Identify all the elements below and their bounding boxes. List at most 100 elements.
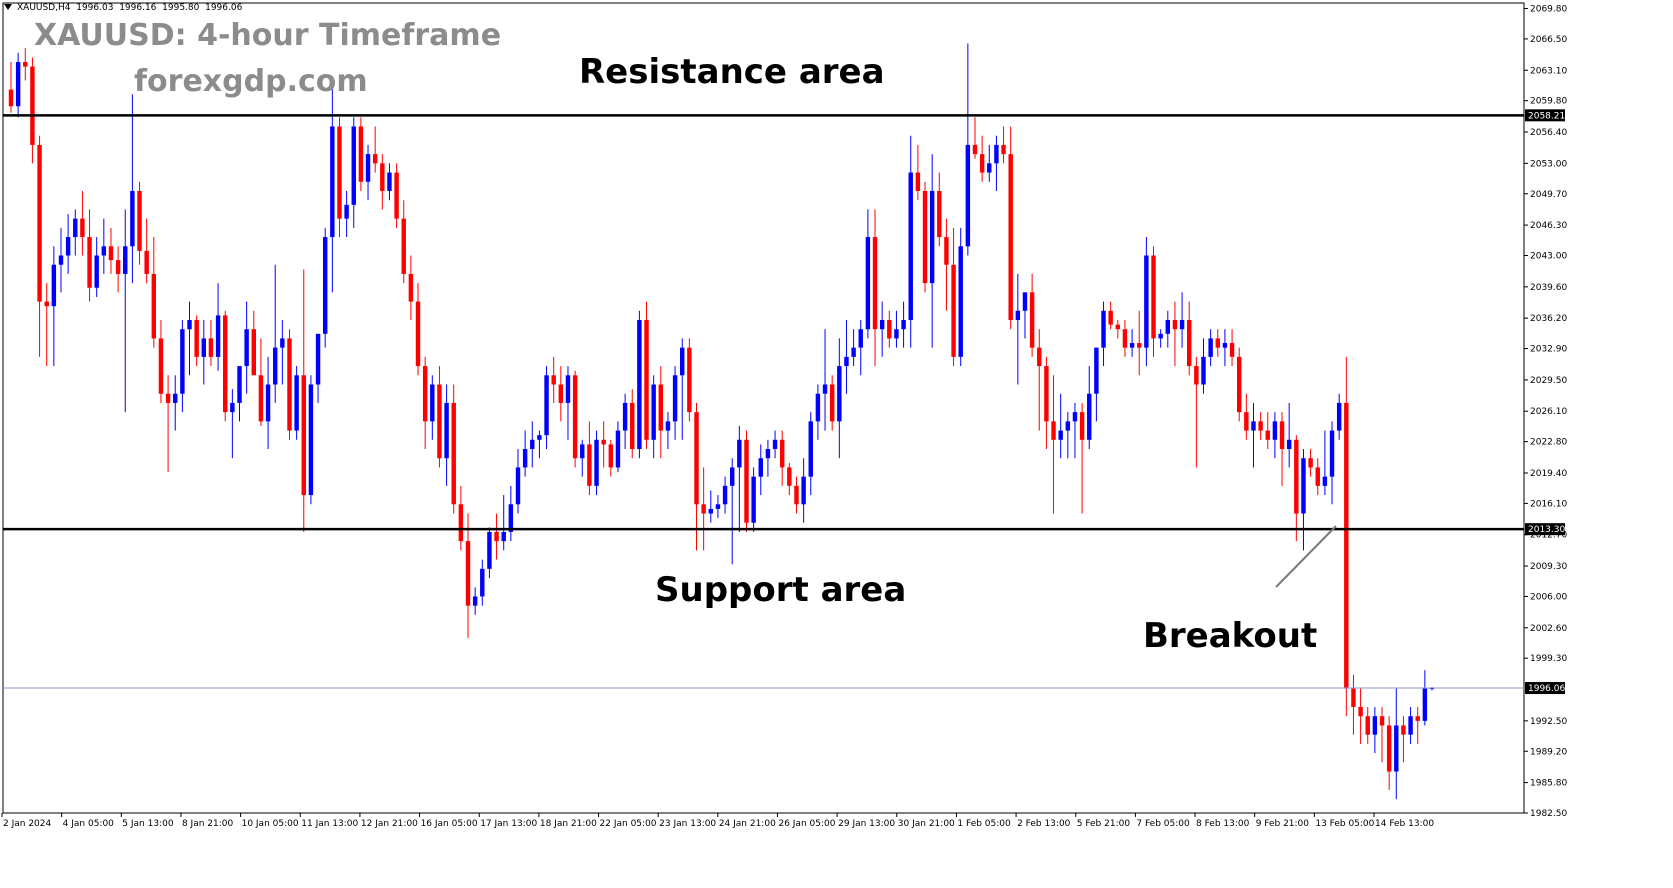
candle	[929, 154, 935, 348]
candle-body	[1008, 154, 1013, 320]
candle	[308, 375, 314, 505]
candle-body	[165, 393, 171, 403]
candle	[65, 214, 71, 274]
candle-body	[772, 439, 778, 450]
time-tick-label: 29 Jan 13:00	[838, 819, 895, 829]
candle-body	[787, 467, 792, 486]
ohlc-header: XAUUSD,H4 1996.03 1996.16 1995.80 1996.0…	[17, 3, 242, 13]
candle-body	[230, 402, 235, 413]
candle-body	[822, 384, 828, 394]
candle	[958, 227, 963, 367]
candle-body	[1236, 356, 1242, 413]
candle	[1144, 237, 1149, 367]
candle-body	[322, 237, 328, 334]
candle	[1094, 347, 1099, 422]
candle	[965, 43, 971, 256]
price-tick-label: 1985.80	[1530, 779, 1567, 789]
candle	[687, 338, 692, 422]
candle	[123, 209, 128, 413]
candle	[8, 61, 14, 113]
candle	[644, 301, 649, 450]
candle-body	[1151, 255, 1156, 339]
candle-body	[308, 384, 314, 496]
candle-body	[1065, 421, 1071, 431]
candle	[701, 467, 706, 551]
candle-body	[715, 504, 721, 509]
candle-body	[1365, 716, 1370, 735]
candle	[544, 366, 549, 450]
candle-body	[1144, 255, 1149, 348]
candle	[144, 218, 149, 284]
time-tick-label: 12 Jan 21:00	[361, 819, 418, 829]
time-tick-label: 8 Feb 13:00	[1196, 819, 1250, 829]
price-tick-label: 2063.10	[1530, 66, 1567, 76]
candle	[1058, 393, 1063, 459]
time-axis: 2 Jan 2024 4 Jan 05:00 5 Jan 13:00 8 Jan 21…	[1, 813, 1434, 829]
candle-body	[887, 319, 892, 339]
candle	[1072, 402, 1078, 459]
time-tick-label: 11 Jan 13:00	[301, 819, 358, 829]
candle	[651, 375, 656, 459]
candle-body	[1408, 716, 1413, 735]
candle-body	[894, 329, 899, 339]
candle	[865, 209, 871, 339]
candle-body	[237, 366, 242, 403]
candle	[630, 389, 635, 459]
candle-body	[1179, 319, 1185, 330]
candle	[80, 190, 85, 256]
candle-body	[544, 375, 549, 436]
candle	[1422, 670, 1428, 726]
candle-body	[615, 430, 621, 468]
candle-body	[937, 190, 942, 238]
candle-body	[1351, 688, 1356, 708]
candle-body	[1344, 402, 1349, 689]
candle	[401, 200, 406, 284]
plot-frame	[2, 2, 1525, 814]
candle-body	[1165, 319, 1171, 334]
price-tick-label: 2026.10	[1530, 407, 1567, 417]
candle-body	[137, 190, 142, 251]
time-tick-label: 5 Feb 21:00	[1077, 819, 1131, 829]
candle-body	[737, 439, 742, 468]
candle-body	[558, 384, 564, 403]
candle	[922, 181, 928, 293]
candle	[1401, 716, 1406, 763]
candle	[1008, 126, 1013, 330]
candle-body	[722, 485, 728, 505]
candle	[1201, 338, 1206, 394]
candle	[187, 301, 192, 376]
candle-body	[530, 439, 535, 450]
candle	[1236, 347, 1242, 422]
candle	[494, 513, 499, 560]
candle	[37, 135, 42, 357]
chart-menu-triangle-icon[interactable]	[4, 4, 12, 10]
candle-body	[287, 338, 292, 431]
candle	[622, 393, 628, 450]
candle-body	[58, 255, 64, 265]
candle	[829, 375, 835, 431]
candle-body	[180, 329, 185, 394]
candle	[1051, 375, 1056, 514]
candle-body	[330, 126, 335, 238]
price-tick-label: 1992.50	[1530, 717, 1567, 727]
candle-body	[408, 273, 414, 302]
support-annotation: Support area	[655, 570, 907, 610]
candle-body	[144, 250, 149, 274]
time-tick-label: 18 Jan 21:00	[540, 819, 597, 829]
candle	[1258, 412, 1263, 440]
candle-body	[494, 531, 499, 542]
candle-body	[594, 439, 599, 486]
current-price-label: 1996.06	[1528, 684, 1565, 694]
candle-body	[223, 315, 228, 413]
candle-body	[1029, 292, 1035, 348]
candle	[558, 366, 564, 422]
candle	[672, 366, 678, 440]
candle-body	[244, 329, 249, 367]
candle-body	[372, 154, 378, 164]
candle-body	[1379, 716, 1385, 726]
candle	[1101, 301, 1106, 367]
candle	[758, 444, 763, 496]
candle-body	[951, 264, 956, 357]
candle	[44, 283, 49, 367]
